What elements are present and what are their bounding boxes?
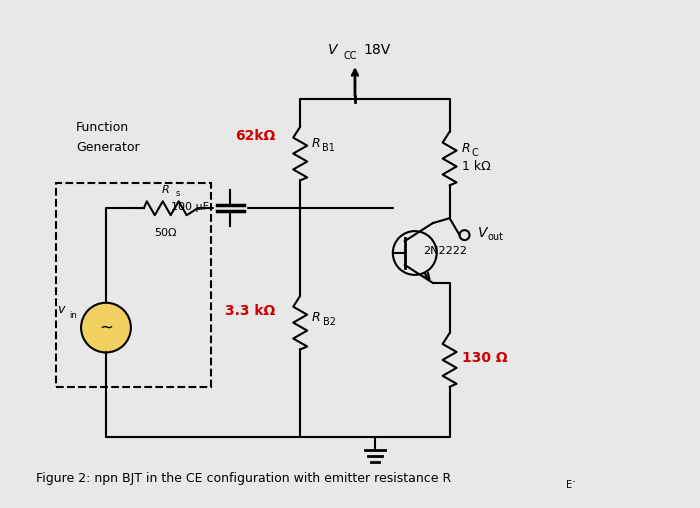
Text: .: . xyxy=(572,472,576,485)
Text: R: R xyxy=(162,185,169,195)
Text: B2: B2 xyxy=(323,316,336,327)
Text: Generator: Generator xyxy=(76,141,140,153)
Text: 2N2222: 2N2222 xyxy=(423,246,467,256)
Text: R: R xyxy=(312,311,321,324)
Text: 100 µF: 100 µF xyxy=(171,202,209,212)
Text: ~: ~ xyxy=(99,319,113,337)
Text: 3.3 kΩ: 3.3 kΩ xyxy=(225,304,275,318)
Text: B1: B1 xyxy=(322,143,335,152)
Text: 1 kΩ: 1 kΩ xyxy=(461,160,490,173)
Circle shape xyxy=(81,303,131,353)
Text: E: E xyxy=(566,480,573,490)
Text: out: out xyxy=(487,232,503,242)
Text: 130 Ω: 130 Ω xyxy=(461,351,508,365)
Text: V: V xyxy=(328,43,338,57)
Text: 18V: 18V xyxy=(363,43,390,57)
Text: in: in xyxy=(69,311,77,320)
Text: s: s xyxy=(176,189,180,198)
Text: R: R xyxy=(312,137,321,150)
Text: v: v xyxy=(57,303,64,316)
Text: 50Ω: 50Ω xyxy=(155,228,177,238)
Text: V: V xyxy=(477,226,487,240)
Text: 62kΩ: 62kΩ xyxy=(235,129,275,143)
Text: R: R xyxy=(461,142,470,155)
Text: CC: CC xyxy=(343,51,356,61)
Text: Figure 2: npn BJT in the CE configuration with emitter resistance R: Figure 2: npn BJT in the CE configuratio… xyxy=(36,472,451,485)
Text: Function: Function xyxy=(76,121,130,134)
Text: C: C xyxy=(472,147,478,157)
